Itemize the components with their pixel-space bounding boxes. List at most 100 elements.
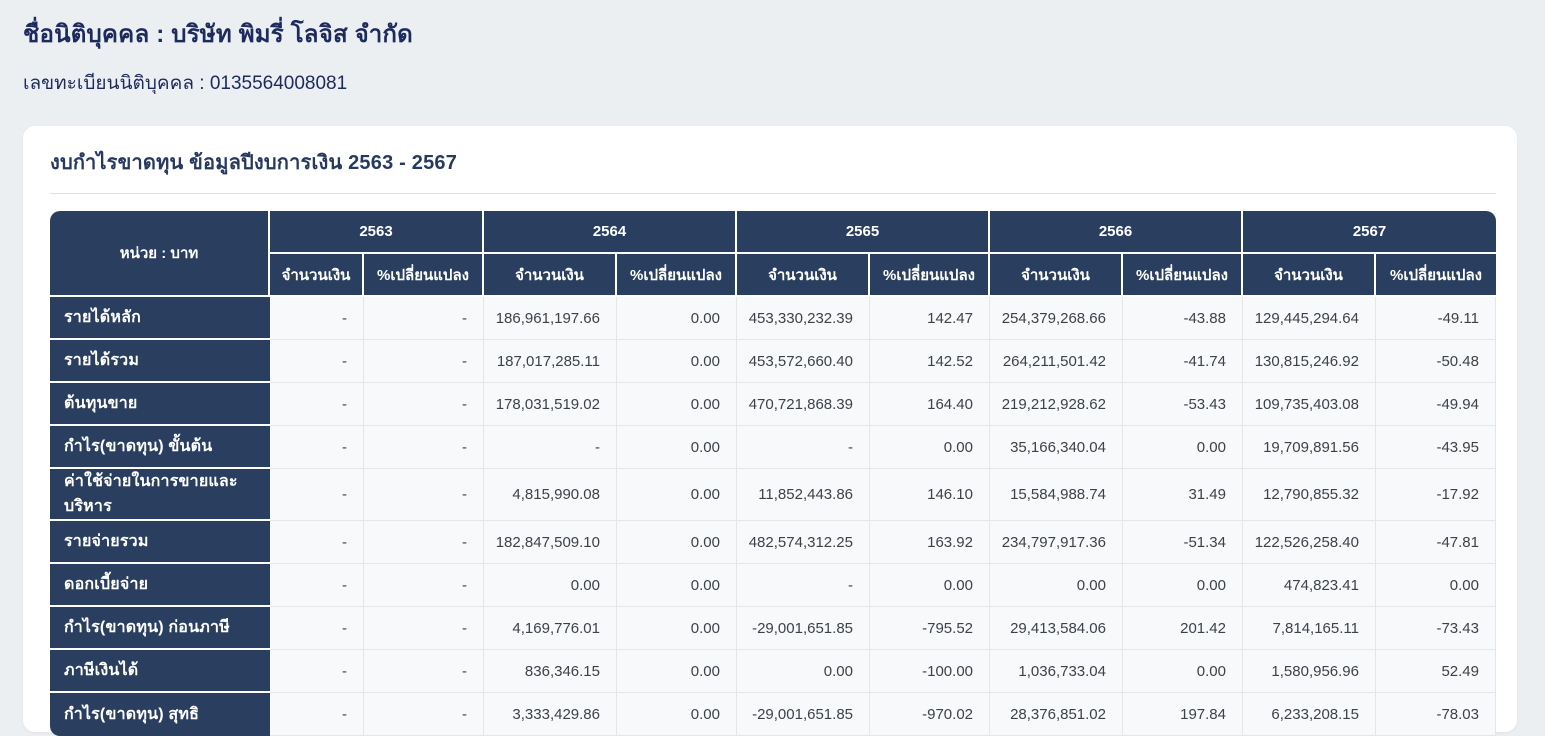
amount-cell: 0.00 bbox=[737, 650, 870, 693]
pct-change-cell: - bbox=[364, 564, 484, 607]
amount-cell: 1,580,956.96 bbox=[1243, 650, 1376, 693]
table-row: ดอกเบี้ยจ่าย - -0.00 0.00-0.00 0.00 0.00 474,8… bbox=[50, 564, 1496, 607]
amount-cell: - bbox=[270, 383, 364, 426]
amount-cell: 836,346.15 bbox=[484, 650, 617, 693]
table-row: รายได้หลัก - -186,961,197.66 0.00 453,330,23… bbox=[50, 297, 1496, 340]
pct-change-cell: 201.42 bbox=[1123, 607, 1243, 650]
amount-cell: - bbox=[270, 693, 364, 736]
amount-cell: 186,961,197.66 bbox=[484, 297, 617, 340]
row-label: กำไร(ขาดทุน) ก่อนภาษี bbox=[50, 607, 270, 650]
amount-cell: 254,379,268.66 bbox=[990, 297, 1123, 340]
card-title-divider bbox=[50, 193, 1496, 194]
amount-cell: - bbox=[270, 521, 364, 564]
amount-cell: -29,001,651.85 bbox=[737, 607, 870, 650]
pct-change-cell: -41.74 bbox=[1123, 340, 1243, 383]
table-row: รายได้รวม - -187,017,285.11 0.00 453,572,660… bbox=[50, 340, 1496, 383]
amount-cell: 35,166,340.04 bbox=[990, 426, 1123, 469]
year-header-row: หน่วย : บาท 2563 2564 2565 2566 2567 bbox=[50, 211, 1496, 297]
amount-cell: - bbox=[484, 426, 617, 469]
pct-change-cell: 52.49 bbox=[1376, 650, 1496, 693]
pct-change-cell: 0.00 bbox=[617, 426, 737, 469]
amount-cell: 28,376,851.02 bbox=[990, 693, 1123, 736]
pct-change-cell: - bbox=[364, 469, 484, 521]
amount-cell: 7,814,165.11 bbox=[1243, 607, 1376, 650]
amount-cell: - bbox=[270, 564, 364, 607]
subheader-row: จำนวนเงิน %เปลี่ยนแปลง จำนวนเงิน %เปลี่ย… bbox=[50, 254, 1496, 297]
amount-cell: 19,709,891.56 bbox=[1243, 426, 1376, 469]
row-label: กำไร(ขาดทุน) สุทธิ bbox=[50, 693, 270, 736]
row-label: ดอกเบี้ยจ่าย bbox=[50, 564, 270, 607]
amount-cell: 15,584,988.74 bbox=[990, 469, 1123, 521]
pct-change-cell: - bbox=[364, 607, 484, 650]
pct-change-cell: 163.92 bbox=[870, 521, 990, 564]
row-label: ต้นทุนขาย bbox=[50, 383, 270, 426]
pct-change-cell: 0.00 bbox=[617, 521, 737, 564]
pct-change-cell: 197.84 bbox=[1123, 693, 1243, 736]
amount-cell: 0.00 bbox=[484, 564, 617, 607]
amount-cell: 4,169,776.01 bbox=[484, 607, 617, 650]
amount-cell: - bbox=[270, 650, 364, 693]
year-header-2565: 2565 bbox=[737, 211, 990, 254]
table-row: ภาษีเงินได้ - -836,346.15 0.00 0.00 -100.00 1,… bbox=[50, 650, 1496, 693]
change-header-2563: %เปลี่ยนแปลง bbox=[364, 254, 484, 297]
pct-change-cell: -50.48 bbox=[1376, 340, 1496, 383]
pct-change-cell: -100.00 bbox=[870, 650, 990, 693]
amount-header-2565: จำนวนเงิน bbox=[737, 254, 870, 297]
pct-change-cell: 0.00 bbox=[1123, 426, 1243, 469]
row-label: รายได้หลัก bbox=[50, 297, 270, 340]
amount-cell: 474,823.41 bbox=[1243, 564, 1376, 607]
amount-header-2567: จำนวนเงิน bbox=[1243, 254, 1376, 297]
amount-cell: 0.00 bbox=[990, 564, 1123, 607]
pct-change-cell: - bbox=[364, 521, 484, 564]
amount-cell: 219,212,928.62 bbox=[990, 383, 1123, 426]
pct-change-cell: 142.52 bbox=[870, 340, 990, 383]
company-name-title: ชื่อนิติบุคคล : บริษัท พิมรี่ โลจิส จำกั… bbox=[23, 21, 413, 48]
pct-change-cell: 31.49 bbox=[1123, 469, 1243, 521]
year-header-2563: 2563 bbox=[270, 211, 484, 254]
amount-cell: 453,572,660.40 bbox=[737, 340, 870, 383]
amount-header-2564: จำนวนเงิน bbox=[484, 254, 617, 297]
amount-cell: 109,735,403.08 bbox=[1243, 383, 1376, 426]
pct-change-cell: 0.00 bbox=[870, 564, 990, 607]
pct-change-cell: 0.00 bbox=[617, 564, 737, 607]
profit-loss-card: งบกำไรขาดทุน ข้อมูลปีงบการเงิน 2563 - 25… bbox=[23, 126, 1517, 736]
amount-cell: 6,233,208.15 bbox=[1243, 693, 1376, 736]
pct-change-cell: 0.00 bbox=[870, 426, 990, 469]
amount-cell: 129,445,294.64 bbox=[1243, 297, 1376, 340]
amount-cell: 130,815,246.92 bbox=[1243, 340, 1376, 383]
amount-cell: 1,036,733.04 bbox=[990, 650, 1123, 693]
amount-cell: - bbox=[737, 564, 870, 607]
pct-change-cell: - bbox=[364, 650, 484, 693]
year-header-2566: 2566 bbox=[990, 211, 1243, 254]
registration-number: เลขทะเบียนนิติบุคคล : 0135564008081 bbox=[23, 73, 348, 94]
amount-cell: 187,017,285.11 bbox=[484, 340, 617, 383]
amount-cell: 264,211,501.42 bbox=[990, 340, 1123, 383]
pct-change-cell: -73.43 bbox=[1376, 607, 1496, 650]
pct-change-cell: -47.81 bbox=[1376, 521, 1496, 564]
pct-change-cell: -795.52 bbox=[870, 607, 990, 650]
card-title: งบกำไรขาดทุน ข้อมูลปีงบการเงิน 2563 - 25… bbox=[50, 152, 458, 174]
pct-change-cell: 0.00 bbox=[1123, 564, 1243, 607]
change-header-2564: %เปลี่ยนแปลง bbox=[617, 254, 737, 297]
pct-change-cell: -49.94 bbox=[1376, 383, 1496, 426]
table-row: รายจ่ายรวม - -182,847,509.10 0.00 482,574,31… bbox=[50, 521, 1496, 564]
profit-loss-table: หน่วย : บาท 2563 2564 2565 2566 2567 จำน… bbox=[50, 211, 1496, 736]
amount-cell: 234,797,917.36 bbox=[990, 521, 1123, 564]
change-header-2567: %เปลี่ยนแปลง bbox=[1376, 254, 1496, 297]
amount-cell: 482,574,312.25 bbox=[737, 521, 870, 564]
pct-change-cell: -17.92 bbox=[1376, 469, 1496, 521]
pct-change-cell: - bbox=[364, 340, 484, 383]
amount-cell: - bbox=[737, 426, 870, 469]
amount-header-2563: จำนวนเงิน bbox=[270, 254, 364, 297]
amount-cell: 470,721,868.39 bbox=[737, 383, 870, 426]
amount-cell: -29,001,651.85 bbox=[737, 693, 870, 736]
change-header-2565: %เปลี่ยนแปลง bbox=[870, 254, 990, 297]
pct-change-cell: 0.00 bbox=[617, 693, 737, 736]
pct-change-cell: 0.00 bbox=[617, 469, 737, 521]
pct-change-cell: -970.02 bbox=[870, 693, 990, 736]
pct-change-cell: -43.95 bbox=[1376, 426, 1496, 469]
pct-change-cell: - bbox=[364, 297, 484, 340]
pct-change-cell: -43.88 bbox=[1123, 297, 1243, 340]
table-row: กำไร(ขาดทุน) ก่อนภาษี - -4,169,776.01 0.00-… bbox=[50, 607, 1496, 650]
